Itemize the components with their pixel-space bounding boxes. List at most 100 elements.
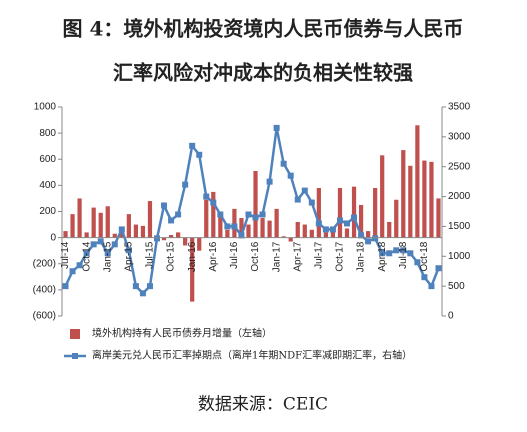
bar — [183, 237, 188, 246]
bar — [316, 187, 321, 238]
line-marker — [393, 247, 400, 254]
x-tick-label: Jan-17 — [271, 241, 282, 272]
chart-title: 图 4：境外机构投资境内人民币债券与人民币 — [63, 17, 464, 41]
bar — [204, 199, 209, 238]
y-tick-label: (600) — [33, 311, 56, 322]
bar — [84, 232, 89, 238]
bar — [77, 198, 82, 238]
y2-tick-label: 0 — [448, 311, 454, 322]
line-marker — [139, 290, 146, 297]
line-marker — [252, 214, 259, 221]
line-marker — [372, 235, 379, 242]
line-marker — [125, 247, 132, 254]
line-marker — [196, 151, 203, 158]
bar — [408, 165, 413, 238]
line-marker — [294, 196, 301, 203]
line-marker — [62, 283, 69, 290]
line-marker — [407, 250, 414, 257]
y-tick-label: (400) — [33, 285, 56, 296]
bar — [161, 237, 167, 241]
line-marker — [400, 247, 407, 254]
line-marker — [203, 193, 210, 200]
bar — [422, 160, 427, 238]
line-marker — [118, 226, 125, 233]
bar — [274, 208, 279, 238]
bar — [105, 206, 110, 238]
line-marker — [421, 274, 428, 281]
bar — [387, 221, 392, 238]
y-tick-label: (200) — [33, 258, 56, 269]
bar — [140, 225, 146, 238]
line-marker — [428, 283, 435, 290]
line-marker — [414, 259, 421, 266]
x-tick-label: Apr-18 — [377, 241, 388, 271]
bar — [260, 218, 265, 238]
bar — [330, 231, 336, 238]
bar — [295, 221, 300, 238]
line-marker — [161, 202, 168, 209]
x-tick-label: Jan-18 — [356, 241, 367, 272]
x-tick-label: Jul-16 — [229, 241, 240, 269]
line-marker — [301, 187, 308, 194]
y-tick-label: 200 — [39, 206, 56, 217]
line-marker — [168, 217, 175, 224]
bar — [436, 198, 441, 238]
y-tick-label: 800 — [39, 128, 56, 139]
line-marker — [231, 223, 238, 230]
line-marker — [132, 283, 139, 290]
line-marker — [182, 181, 189, 188]
x-tick-label: Apr-17 — [292, 241, 303, 271]
line-marker — [365, 238, 372, 245]
bar — [337, 187, 343, 238]
line-marker — [90, 241, 97, 248]
x-tick-label: Oct-17 — [335, 241, 346, 271]
bar — [232, 208, 237, 238]
line-marker — [217, 211, 224, 218]
line-marker — [224, 223, 231, 230]
bar — [63, 231, 68, 238]
bar — [112, 233, 117, 238]
bar — [211, 191, 216, 238]
bar — [218, 216, 223, 238]
line-marker — [435, 265, 442, 272]
y2-tick-label: 2500 — [448, 161, 471, 172]
bar — [394, 199, 399, 238]
bar — [415, 125, 420, 238]
bar — [323, 232, 328, 238]
y2-tick-label: 3500 — [448, 102, 471, 113]
line-marker — [351, 214, 358, 221]
line-marker — [111, 241, 118, 248]
line-marker — [259, 211, 266, 218]
y2-tick-label: 1500 — [448, 221, 471, 232]
line-marker — [280, 160, 287, 167]
bar — [246, 224, 251, 238]
y-tick-label: 600 — [39, 154, 56, 165]
x-tick-label: Jul-14 — [60, 241, 71, 269]
x-tick-label: Jan-15 — [102, 241, 113, 272]
y2-tick-label: 500 — [448, 281, 465, 292]
x-tick-label: Apr-15 — [123, 241, 134, 271]
x-tick-label: Oct-15 — [166, 241, 177, 271]
x-tick-label: Oct-16 — [250, 241, 261, 271]
bar — [281, 236, 286, 238]
line-marker — [322, 226, 329, 233]
bar — [366, 231, 371, 238]
y2-tick-label: 2000 — [448, 191, 471, 202]
y-tick-label: 0 — [50, 232, 56, 243]
line-marker — [76, 262, 83, 269]
bar — [380, 155, 385, 238]
line-marker — [154, 235, 160, 242]
x-tick-label: Oct-14 — [81, 241, 92, 271]
bar — [253, 171, 258, 238]
bar — [147, 201, 153, 238]
y2-tick-label: 3000 — [448, 131, 471, 142]
line-marker — [146, 283, 153, 290]
x-tick-label: Jul-17 — [313, 241, 324, 269]
line-marker — [210, 199, 217, 206]
bar — [133, 224, 138, 238]
line-marker — [104, 250, 111, 257]
line-marker — [329, 226, 336, 233]
line-marker — [175, 211, 182, 218]
bar — [429, 161, 434, 238]
line-marker — [273, 124, 280, 131]
